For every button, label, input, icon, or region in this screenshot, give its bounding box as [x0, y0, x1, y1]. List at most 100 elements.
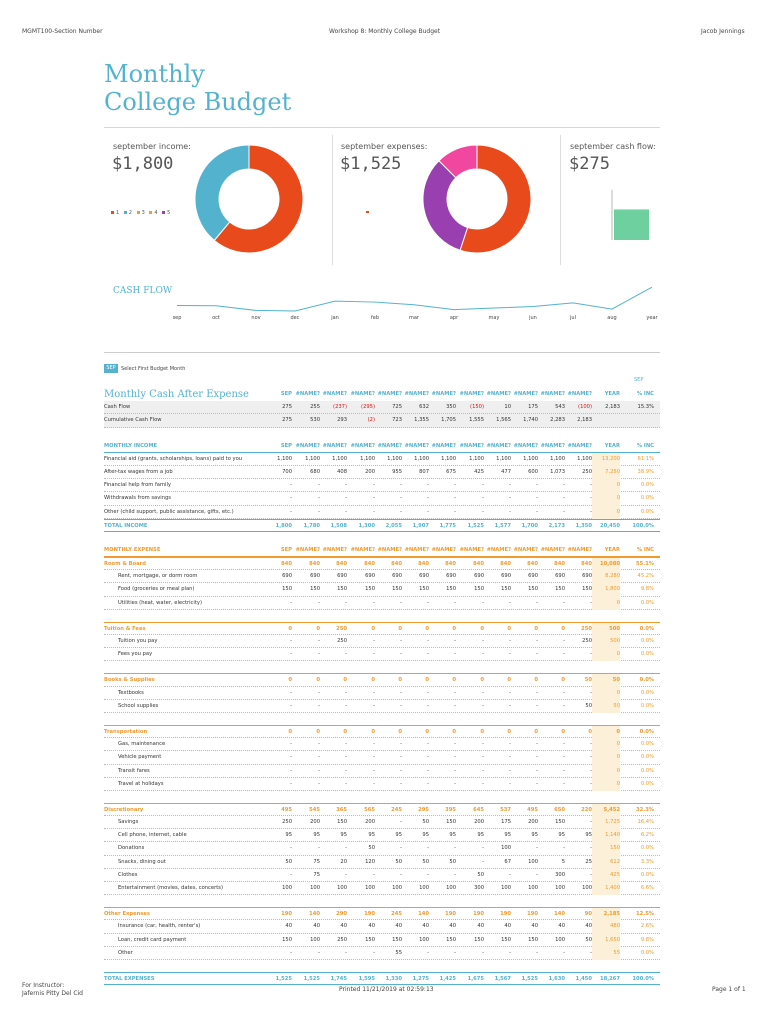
row-value: #NAME? [295, 391, 320, 397]
row-value: 150 [474, 586, 484, 593]
row-value: 100 [501, 845, 511, 852]
row-value: - [345, 651, 347, 658]
row-value: - [427, 741, 429, 748]
table-row: School supplies - - - - - - - - - - - 50 50 0.0% [104, 699, 660, 713]
row-value: - [373, 780, 375, 787]
row-value: 20 [340, 858, 347, 865]
row-value: 0 [398, 728, 402, 735]
row-label: Discretionary [104, 806, 144, 813]
row-label: Room & Board [104, 561, 146, 568]
row-value: - [290, 702, 292, 709]
row-value: 700 [282, 468, 292, 475]
row-value: 250 [582, 638, 592, 644]
row-value: 725 [392, 404, 402, 411]
table-row: Insurance (car, health, renter's) 40 40 40 4… [104, 920, 660, 934]
row-value: 408 [337, 468, 347, 475]
row-value: 0 [425, 625, 429, 632]
row-value: 150 [365, 936, 375, 943]
expenses-value: $1,525 [340, 154, 402, 174]
month-label: oct [212, 315, 220, 321]
table-row: Gas, maintenance------------00.0% [104, 738, 660, 752]
row-pct: 38.9% [637, 468, 654, 475]
row-value: (150) [470, 404, 484, 411]
month-select-button[interactable]: SEP [104, 364, 118, 373]
row-value: 2,055 [385, 522, 402, 529]
row-value: 200 [528, 819, 538, 826]
row-value: - [290, 482, 292, 489]
table-row: Financial aid (grants, scholarships, loa… [104, 452, 660, 466]
table-row: Rent, mortgage, or dorm room 690 690 690 690… [104, 570, 660, 584]
row-value: - [482, 858, 484, 865]
row-value: - [454, 651, 456, 658]
row-value: 1,330 [385, 975, 402, 982]
row-year: 500 [592, 622, 620, 636]
row-value: (237) [333, 404, 347, 411]
row-value: - [482, 741, 484, 748]
expense-donut-chart [422, 144, 532, 254]
row-value: - [563, 508, 565, 515]
table-row: Entertainment (movies, dates, concerts) 1… [104, 882, 660, 896]
row-value: - [566, 819, 592, 825]
row-value: - [536, 508, 538, 515]
row-value: - [536, 780, 538, 787]
row-value: 50 [477, 871, 484, 878]
cashflow-bar [614, 209, 649, 240]
row-label: Tuition you pay [118, 638, 158, 644]
row-value: 175 [528, 404, 538, 411]
row-value: - [563, 741, 565, 748]
table-row: Utilities (heat, water, electricity) - - - -… [104, 596, 660, 610]
month-label: sep [172, 315, 182, 321]
row-value: 1,450 [575, 975, 592, 982]
row-value: 40 [313, 923, 320, 930]
row-value: 55 [395, 949, 402, 956]
row-value: 150 [282, 586, 292, 593]
row-value: 150 [446, 586, 456, 593]
row-value: - [427, 599, 429, 606]
row-value: 100 [446, 885, 456, 891]
row-value: - [427, 845, 429, 852]
row-value: - [345, 780, 347, 787]
row-value: - [509, 599, 511, 606]
row-year: 13,200 [592, 452, 620, 466]
row-value: 645 [473, 806, 484, 813]
row-value: - [482, 508, 484, 515]
table-row: Other----55-------550.0% [104, 946, 660, 960]
row-value: 40 [531, 923, 538, 930]
header-center: Workshop 8: Monthly College Budget [329, 28, 441, 35]
row-value: - [509, 651, 511, 658]
row-value: 95 [340, 832, 347, 839]
row-year: 1,650 [592, 933, 620, 947]
row-value: SEP [280, 546, 292, 553]
row-pct: 2.6% [640, 923, 654, 930]
row-value: - [482, 495, 484, 502]
row-value: 190 [473, 911, 484, 918]
row-value: - [482, 949, 484, 956]
row-value: 690 [528, 573, 538, 580]
row-value: 50 [449, 858, 456, 865]
row-pct: 9.8% [640, 936, 654, 943]
row-value: #NAME? [322, 442, 347, 449]
row-value: 150 [282, 936, 292, 943]
row-value: - [400, 767, 402, 774]
income-legend: 1 2 3 4 5 [108, 210, 170, 216]
month-label: year [646, 315, 658, 321]
row-value: - [290, 651, 292, 658]
row-value: - [290, 599, 292, 606]
row-value: 690 [446, 573, 456, 580]
row-value: - [482, 599, 484, 606]
row-value: - [563, 651, 565, 658]
row-value: 675 [446, 468, 456, 475]
row-value: 150 [446, 819, 456, 826]
row-label: Other (child support, public assistance,… [104, 508, 234, 515]
row-value: 25 [585, 858, 592, 865]
row-value: 530 [310, 417, 320, 424]
row-value: 840 [364, 561, 375, 568]
row-label: Utilities (heat, water, electricity) [118, 599, 202, 606]
row-value: - [563, 482, 565, 489]
row-value: 1,595 [358, 975, 375, 982]
row-value: 95 [368, 832, 375, 839]
month-label: jun [529, 315, 537, 321]
row-label: Entertainment (movies, dates, concerts) [118, 885, 223, 891]
row-value: 190 [281, 911, 292, 918]
row-value: 95 [531, 832, 538, 839]
